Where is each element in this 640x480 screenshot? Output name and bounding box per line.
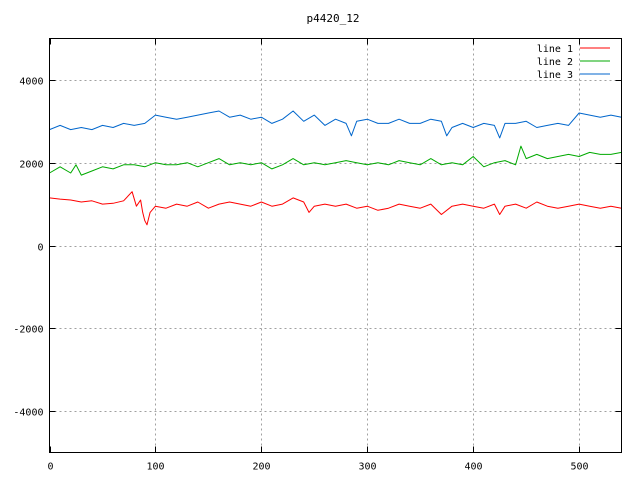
legend-label: line 2	[537, 57, 573, 68]
y-tick-label: 4000	[19, 77, 43, 88]
x-tick-label: 100	[146, 462, 164, 473]
x-tick-label: 500	[570, 462, 588, 473]
series-line-3	[49, 110, 622, 139]
chart-title: p4420_12	[307, 12, 360, 25]
series-layer	[49, 110, 622, 226]
y-tick-label: 0	[37, 243, 43, 254]
axis-ticks: 0 100 200 300 400 500 -4000 -2000 0 2000 4000	[13, 38, 622, 473]
grid	[49, 38, 622, 453]
legend-label: line 3	[537, 70, 573, 81]
legend-label: line 1	[537, 44, 573, 55]
series-line-1	[49, 191, 622, 226]
legend: line 1 line 2 line 3	[537, 44, 610, 81]
x-tick-label: 400	[464, 462, 482, 473]
x-tick-label: 300	[358, 462, 376, 473]
x-tick-label: 0	[47, 462, 53, 473]
y-tick-label: -2000	[13, 325, 43, 336]
y-tick-label: 2000	[19, 160, 43, 171]
plot-frame	[49, 38, 622, 453]
y-tick-label: -4000	[13, 408, 43, 419]
x-tick-label: 200	[252, 462, 270, 473]
series-line-2	[49, 145, 622, 176]
